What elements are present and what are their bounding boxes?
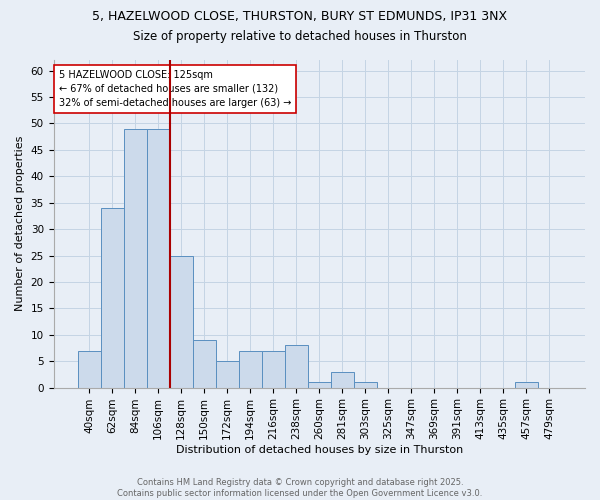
Bar <box>101 208 124 388</box>
Y-axis label: Number of detached properties: Number of detached properties <box>15 136 25 312</box>
Bar <box>77 350 101 388</box>
Text: Size of property relative to detached houses in Thurston: Size of property relative to detached ho… <box>133 30 467 43</box>
Bar <box>308 382 331 388</box>
Bar <box>124 128 147 388</box>
Text: Contains HM Land Registry data © Crown copyright and database right 2025.
Contai: Contains HM Land Registry data © Crown c… <box>118 478 482 498</box>
Bar <box>285 346 308 388</box>
Bar <box>354 382 377 388</box>
Bar <box>262 350 285 388</box>
Bar <box>193 340 216 388</box>
Bar <box>515 382 538 388</box>
Bar <box>147 128 170 388</box>
Text: 5 HAZELWOOD CLOSE: 125sqm
← 67% of detached houses are smaller (132)
32% of semi: 5 HAZELWOOD CLOSE: 125sqm ← 67% of detac… <box>59 70 291 108</box>
X-axis label: Distribution of detached houses by size in Thurston: Distribution of detached houses by size … <box>176 445 463 455</box>
Bar <box>216 361 239 388</box>
Bar <box>331 372 354 388</box>
Text: 5, HAZELWOOD CLOSE, THURSTON, BURY ST EDMUNDS, IP31 3NX: 5, HAZELWOOD CLOSE, THURSTON, BURY ST ED… <box>92 10 508 23</box>
Bar <box>239 350 262 388</box>
Bar <box>170 256 193 388</box>
